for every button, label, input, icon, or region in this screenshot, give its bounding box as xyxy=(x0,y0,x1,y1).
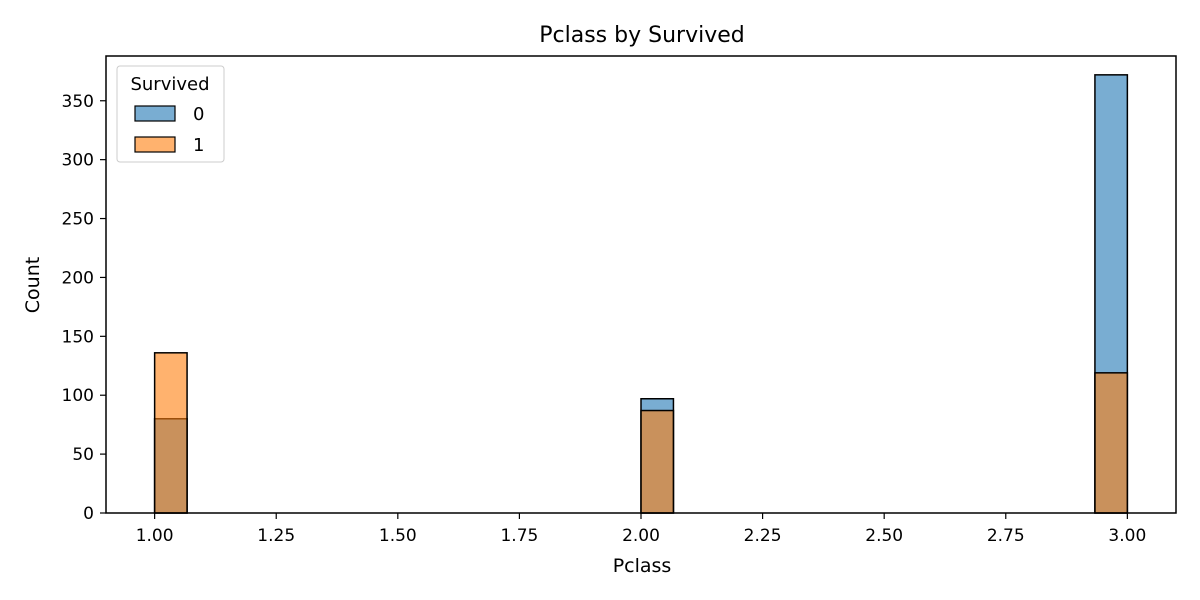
bars-group xyxy=(153,74,1129,514)
legend-swatch-1 xyxy=(134,136,176,153)
y-tick-label: 0 xyxy=(83,504,94,524)
x-tick-label: 1.75 xyxy=(500,526,538,546)
legend-swatch-0 xyxy=(134,105,176,122)
y-tick-label: 100 xyxy=(62,386,94,406)
x-tick-label: 2.25 xyxy=(744,526,782,546)
y-axis-ticks: 0 50 100 150 200 250 300 350 xyxy=(62,92,106,524)
y-tick-label: 150 xyxy=(62,327,94,347)
x-axis-ticks: 1.00 1.25 1.50 1.75 2.00 2.25 2.50 2.75 3.00 xyxy=(136,513,1146,546)
y-tick-label: 250 xyxy=(62,210,94,230)
x-tick-label: 1.00 xyxy=(136,526,174,546)
y-tick-label: 350 xyxy=(62,92,94,112)
bar-survived-1-bin-2 xyxy=(640,409,675,514)
x-tick-label: 1.50 xyxy=(379,526,417,546)
x-tick-label: 2.00 xyxy=(622,526,660,546)
x-tick-label: 1.25 xyxy=(257,526,295,546)
legend: Survived 0 1 xyxy=(116,65,225,163)
legend-label-1: 1 xyxy=(193,135,204,156)
legend-label-0: 0 xyxy=(193,104,204,125)
x-tick-label: 2.75 xyxy=(987,526,1025,546)
y-tick-label: 50 xyxy=(72,445,94,465)
chart-title: Pclass by Survived xyxy=(539,23,744,48)
x-tick-label: 2.50 xyxy=(865,526,903,546)
y-axis-label: Count xyxy=(22,257,44,313)
legend-title: Survived xyxy=(130,74,209,95)
x-axis-label: Pclass xyxy=(613,555,672,577)
bar-survived-1-bin-3 xyxy=(1094,372,1129,514)
y-tick-label: 200 xyxy=(62,268,94,288)
y-tick-label: 300 xyxy=(62,151,94,171)
bar-survived-1-bin-1 xyxy=(153,352,188,514)
x-tick-label: 3.00 xyxy=(1108,526,1146,546)
